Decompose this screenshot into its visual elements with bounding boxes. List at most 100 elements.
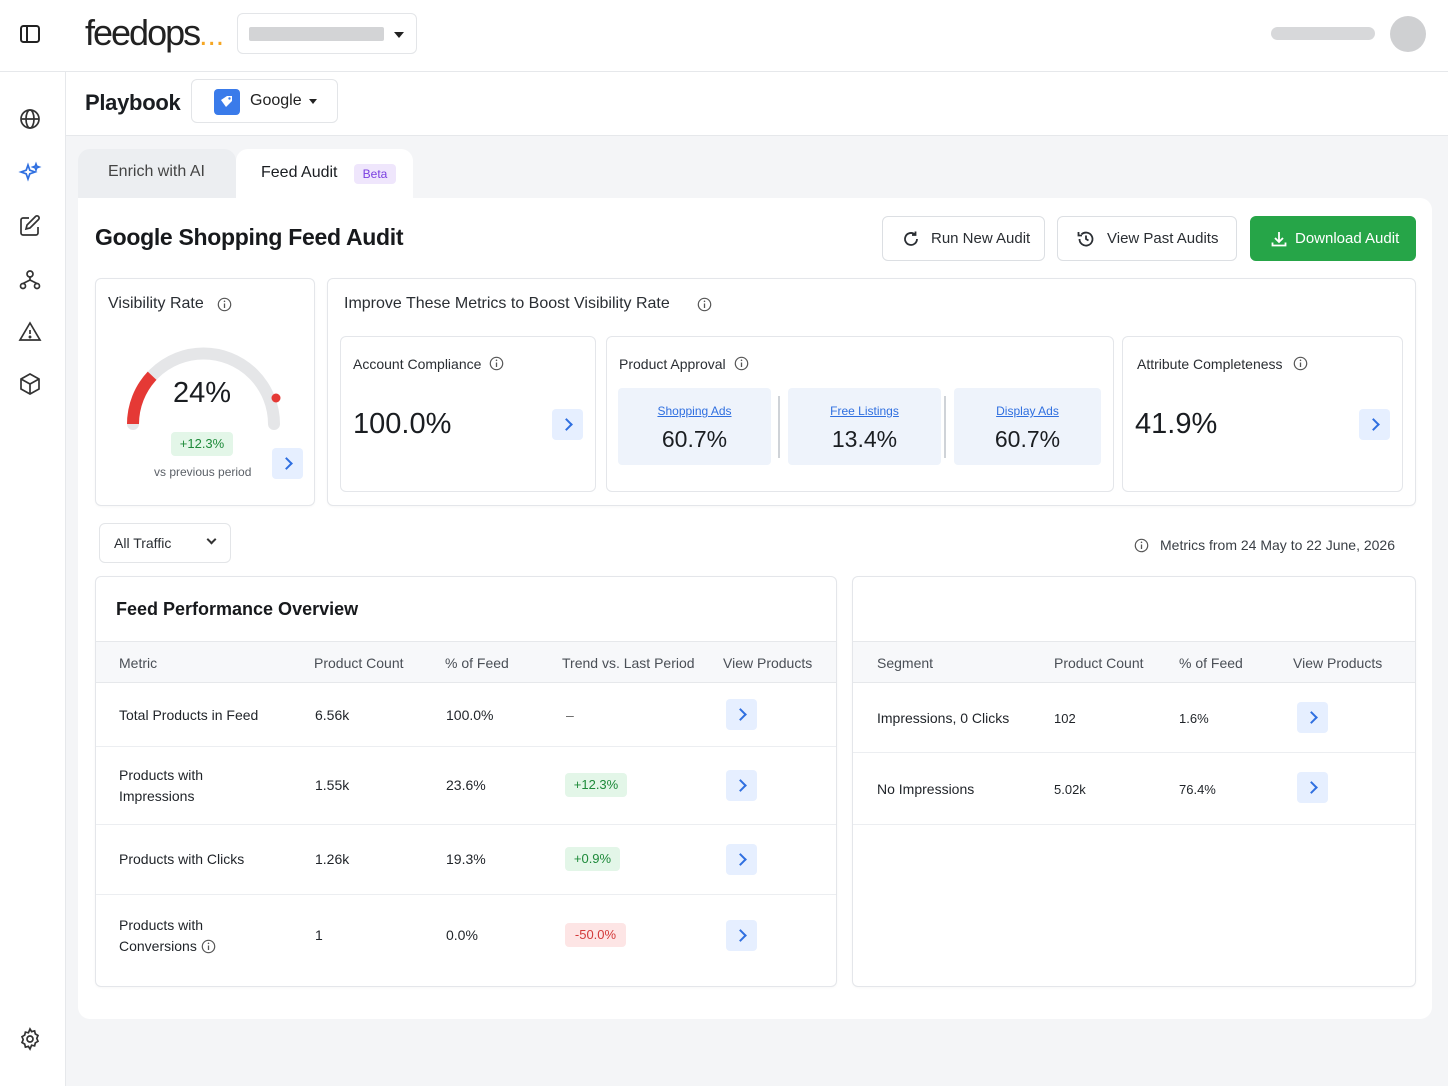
table-row: Products with Clicks 1.26k 19.3% +0.9% — [96, 825, 836, 895]
metric-name: Impressions — [119, 788, 195, 804]
settings-gear-icon[interactable] — [18, 1027, 42, 1051]
globe-icon[interactable] — [18, 107, 42, 131]
table-row: Total Products in Feed 6.56k 100.0% – — [96, 683, 836, 747]
info-icon[interactable] — [201, 939, 216, 954]
download-audit-button[interactable]: Download Audit — [1250, 216, 1416, 261]
info-icon[interactable] — [734, 356, 749, 371]
view-products-button[interactable] — [1297, 702, 1328, 733]
free-listings-value: 13.4% — [831, 426, 898, 452]
percent-of-feed: 1.6% — [1179, 711, 1209, 726]
run-new-audit-button[interactable]: Run New Audit — [882, 216, 1045, 261]
metric-name: Products with Clicks — [119, 851, 245, 867]
product-count: 102 — [1054, 711, 1076, 726]
info-icon[interactable] — [217, 297, 232, 312]
table-row: Impressions, 0 Clicks 102 1.6% — [853, 683, 1415, 753]
metric-name: Conversions — [119, 938, 197, 954]
segment-name: Impressions, 0 Clicks — [877, 710, 1010, 726]
info-icon[interactable] — [1293, 356, 1308, 371]
top-bar: feedops... — [0, 0, 1448, 72]
view-products-button[interactable] — [726, 920, 757, 951]
trend-badge: -50.0% — [565, 923, 626, 947]
column-header: Trend vs. Last Period — [562, 655, 695, 671]
audit-card: Google Shopping Feed Audit Run New Audit… — [78, 198, 1432, 1019]
info-icon[interactable] — [697, 297, 712, 312]
trend-value: – — [566, 707, 574, 723]
column-header: View Products — [1293, 655, 1383, 671]
app-logo[interactable]: feedops... — [85, 12, 225, 53]
cube-icon[interactable] — [18, 372, 42, 396]
account-compliance-details-button[interactable] — [552, 409, 583, 440]
display-ads-link[interactable]: Display Ads — [996, 404, 1059, 418]
view-past-audits-button[interactable]: View Past Audits — [1057, 216, 1237, 261]
product-approval-card: Product Approval Shopping Ads 60.7% Free… — [606, 336, 1114, 492]
account-name-redacted — [249, 27, 384, 41]
attribute-completeness-value: 41.9% — [1135, 408, 1218, 440]
segment-table: Segment Product Count % of Feed View Pro… — [852, 576, 1416, 987]
attribute-completeness-card: Attribute Completeness 41.9% — [1122, 336, 1403, 492]
table-header: Metric Product Count % of Feed Trend vs.… — [96, 641, 836, 683]
chevron-down-icon — [206, 534, 217, 545]
vs-previous-period-label: vs previous period — [154, 465, 252, 479]
view-products-button[interactable] — [726, 699, 757, 730]
free-listings-link[interactable]: Free Listings — [830, 404, 899, 418]
view-products-button[interactable] — [1297, 772, 1328, 803]
visibility-rate-value: 24% — [172, 377, 232, 409]
table-row: No Impressions 5.02k 76.4% — [853, 753, 1415, 825]
column-header: Segment — [877, 655, 934, 671]
segment-name: No Impressions — [877, 781, 975, 797]
visibility-details-button[interactable] — [272, 448, 303, 479]
column-header: Product Count — [1054, 655, 1144, 671]
percent-of-feed: 19.3% — [446, 851, 486, 867]
page-title: Playbook — [85, 90, 181, 115]
avatar[interactable] — [1390, 16, 1426, 52]
display-ads-tile[interactable]: Display Ads 60.7% — [954, 388, 1101, 465]
shopping-ads-tile[interactable]: Shopping Ads 60.7% — [618, 388, 771, 465]
account-select[interactable] — [237, 13, 417, 54]
sparkles-icon[interactable] — [18, 161, 42, 185]
metric-name: Total Products in Feed — [119, 707, 259, 723]
user-name-redacted — [1271, 27, 1375, 40]
sidebar-toggle-icon[interactable] — [18, 22, 42, 46]
info-icon — [1134, 538, 1149, 553]
product-approval-title: Product Approval — [619, 356, 726, 372]
feed-performance-table: Feed Performance Overview Metric Product… — [95, 576, 837, 987]
shopping-ads-link[interactable]: Shopping Ads — [657, 404, 732, 418]
feed-performance-title: Feed Performance Overview — [116, 599, 359, 619]
history-icon — [1076, 229, 1096, 249]
column-header: % of Feed — [1179, 655, 1243, 671]
tab-feed-audit[interactable]: Feed Audit Beta — [236, 149, 413, 199]
column-header: Product Count — [314, 655, 404, 671]
metrics-date-range: Metrics from 24 May to 22 June, 2026 — [1160, 537, 1395, 553]
google-merchant-icon — [214, 89, 240, 115]
free-listings-tile[interactable]: Free Listings 13.4% — [788, 388, 941, 465]
table-header: Segment Product Count % of Feed View Pro… — [853, 641, 1415, 683]
product-count: 1.55k — [315, 777, 350, 793]
view-products-button[interactable] — [726, 770, 757, 801]
beta-badge: Beta — [354, 164, 396, 184]
account-compliance-card: Account Compliance 100.0% — [340, 336, 596, 492]
channel-select[interactable]: Google — [191, 79, 338, 123]
table-row: Products with Impressions 1.55k 23.6% +1… — [96, 747, 836, 825]
info-icon[interactable] — [489, 356, 504, 371]
view-products-button[interactable] — [726, 844, 757, 875]
page-header: Playbook Google — [66, 72, 1448, 136]
product-count: 1 — [315, 927, 323, 943]
refresh-icon — [901, 229, 921, 249]
network-icon[interactable] — [18, 268, 42, 292]
caret-down-icon — [394, 32, 404, 38]
warning-icon[interactable] — [18, 320, 42, 344]
tab-label: Feed Audit — [261, 164, 338, 181]
improve-metrics-title: Improve These Metrics to Boost Visibilit… — [344, 295, 670, 312]
improve-metrics-panel: Improve These Metrics to Boost Visibilit… — [327, 278, 1416, 506]
tab-enrich-with-ai[interactable]: Enrich with AI — [78, 149, 236, 199]
download-icon — [1269, 229, 1289, 249]
attribute-completeness-details-button[interactable] — [1359, 409, 1390, 440]
edit-icon[interactable] — [18, 214, 42, 238]
display-ads-value: 60.7% — [994, 426, 1061, 452]
traffic-filter-select[interactable]: All Traffic — [99, 523, 231, 563]
column-header: Metric — [119, 655, 158, 671]
percent-of-feed: 0.0% — [446, 927, 478, 943]
visibility-rate-panel: Visibility Rate 24% +12.3% vs previous p… — [95, 278, 315, 506]
metric-name: Products with — [119, 917, 204, 933]
column-header: View Products — [723, 655, 813, 671]
